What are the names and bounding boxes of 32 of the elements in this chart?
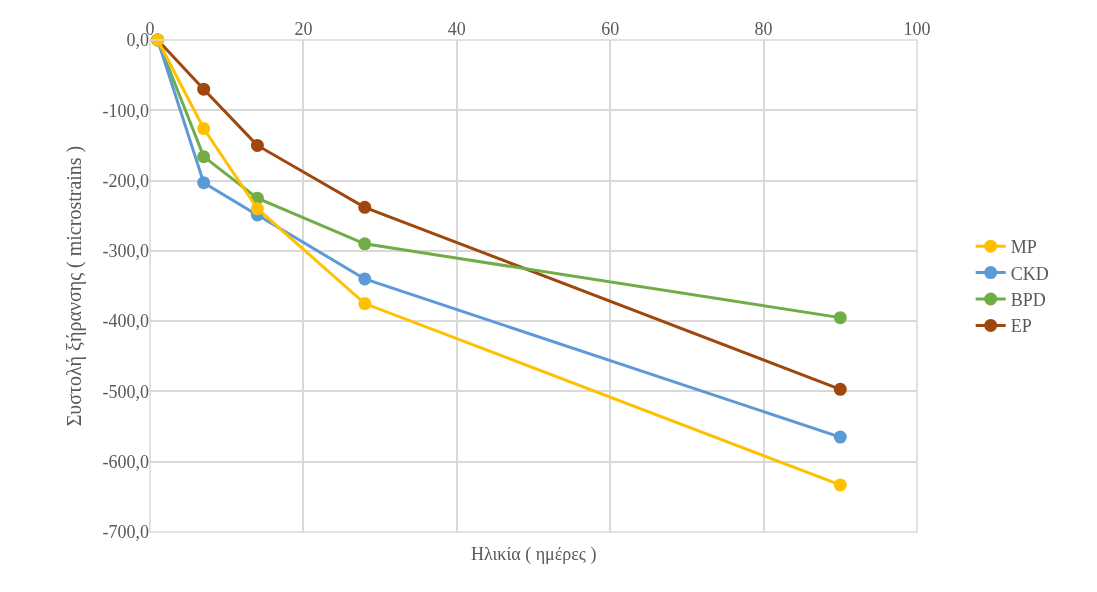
x-tick-label: 40 [447,19,466,40]
y-tick-label: -100,0 [102,100,149,121]
y-tick-label: -400,0 [102,311,149,332]
x-tick-label: 80 [754,19,773,40]
y-axis-title: Συστολή ξήρανσης ( microstrains ) [63,145,86,427]
legend-label: MP [1010,237,1037,258]
x-tick-label: 60 [601,19,620,40]
y-tick-label: -300,0 [102,241,149,262]
point [197,122,211,136]
legend-label: BPD [1010,290,1046,311]
point [358,272,372,286]
point [250,202,264,216]
point [197,82,211,96]
point [833,478,847,492]
point [197,150,211,164]
point [833,430,847,444]
point [833,311,847,325]
point [833,382,847,396]
y-tick-label: -600,0 [102,452,149,473]
legend-label: EP [1010,316,1032,337]
point [197,176,211,190]
x-tick-label: 100 [903,19,931,40]
x-axis-title: Ηλικία ( ημέρες ) [471,544,597,565]
point [358,297,372,311]
point [358,200,372,214]
legend-label: CKD [1010,263,1049,284]
point [250,138,264,152]
point [358,237,372,251]
x-tick-label: 20 [294,19,313,40]
y-tick-label: -500,0 [102,381,149,402]
y-tick-label: -200,0 [102,170,149,191]
y-tick-label: -700,0 [102,522,149,543]
